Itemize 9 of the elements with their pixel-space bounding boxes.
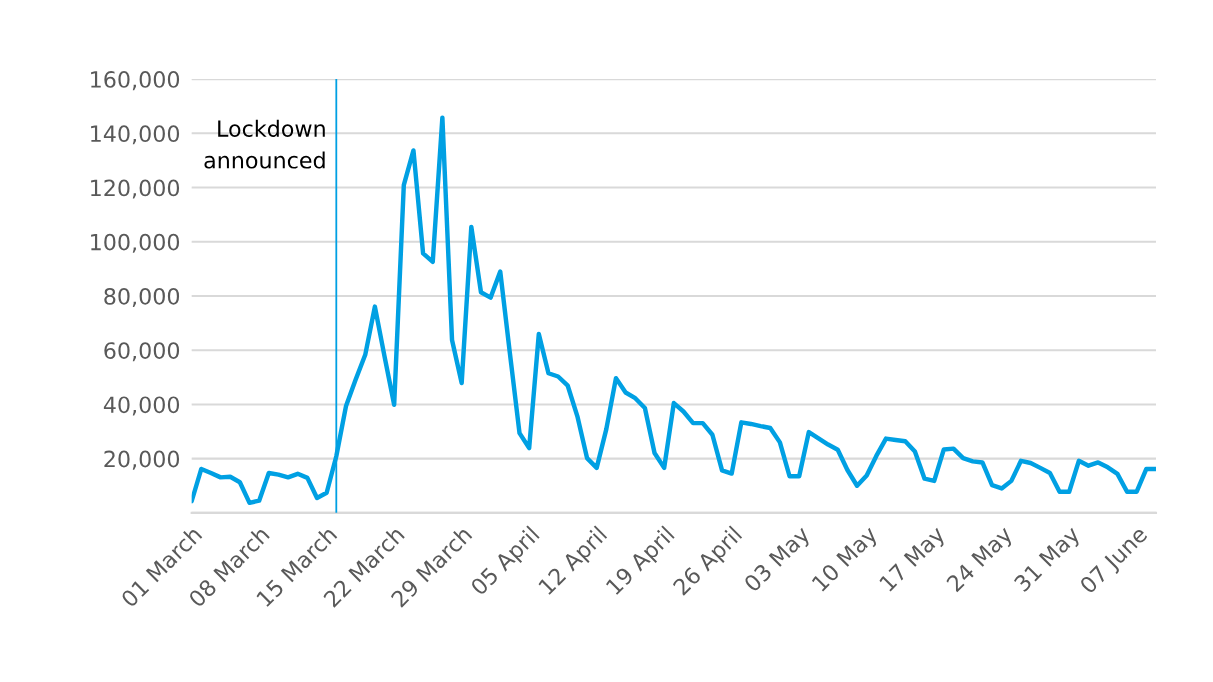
y-tick-label: 120,000 [91,179,180,199]
ref-line-label: Lockdown announced [204,119,325,169]
y-tick-label: 60,000 [104,342,180,362]
y-tick-label: 140,000 [91,125,180,145]
y-tick-label: 20,000 [104,450,180,470]
y-tick-label: 80,000 [104,287,180,308]
y-tick-label: 40,000 [103,396,180,416]
y-tick-label: 160,000 [91,71,180,91]
y-tick-label: 100,000 [91,233,180,253]
